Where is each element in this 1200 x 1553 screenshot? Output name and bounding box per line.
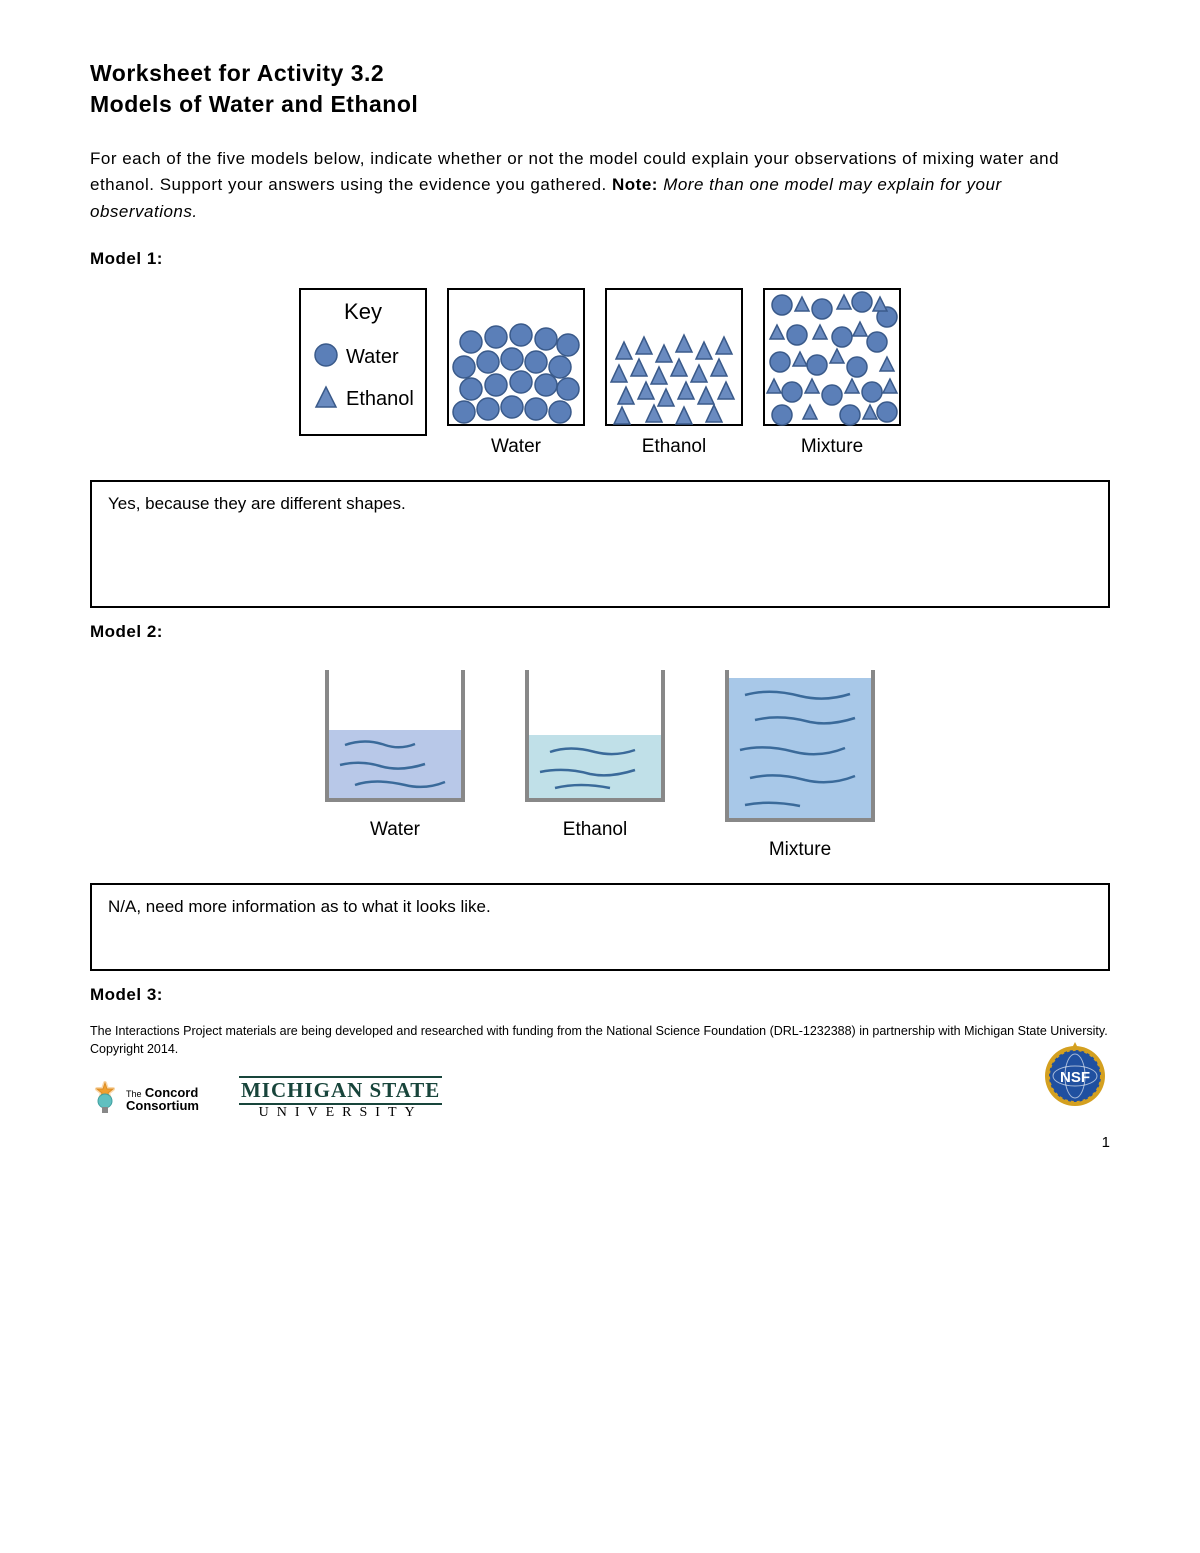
model-2-mixture-svg (715, 660, 885, 830)
nsf-logo: NSF (1040, 1041, 1110, 1116)
mixture-box-svg (762, 287, 902, 427)
model-2-ethanol-panel: Ethanol (515, 660, 675, 861)
model-1-label: Model 1: (90, 249, 1110, 269)
model-1-water-panel: Water (446, 287, 586, 458)
model-2-water-panel: Water (315, 660, 475, 861)
worksheet-title-line2: Models of Water and Ethanol (90, 91, 1110, 118)
instructions-paragraph: For each of the five models below, indic… (90, 146, 1110, 225)
model-2-mixture-caption: Mixture (715, 839, 885, 861)
key-box-svg: Key Water Ethanol (298, 287, 428, 437)
model-1-ethanol-caption: Ethanol (604, 436, 744, 458)
footer-credit: The Interactions Project materials are b… (90, 1023, 1110, 1058)
water-box-svg (446, 287, 586, 427)
model-1-key-panel: Key Water Ethanol (298, 287, 428, 458)
msu-line2: UNIVERSITY (239, 1105, 442, 1121)
model-3-label: Model 3: (90, 985, 1110, 1005)
nsf-seal-icon: NSF (1040, 1041, 1110, 1111)
model-1-mixture-panel: Mixture (762, 287, 902, 458)
model-2-water-caption: Water (315, 819, 475, 841)
model-1-water-caption: Water (446, 436, 586, 458)
model-1-answer-text: Yes, because they are different shapes. (108, 494, 406, 513)
key-ethanol-label: Ethanol (346, 388, 414, 410)
model-2-label: Model 2: (90, 622, 1110, 642)
concord-consortium-logo: The Concord Consortium (90, 1081, 199, 1117)
footer-logo-row: The Concord Consortium MICHIGAN STATE UN… (90, 1076, 1110, 1121)
worksheet-title-line1: Worksheet for Activity 3.2 (90, 60, 1110, 87)
ethanol-box-svg (604, 287, 744, 427)
key-title: Key (344, 299, 382, 324)
michigan-state-logo: MICHIGAN STATE UNIVERSITY (239, 1076, 442, 1121)
note-label: Note: (612, 175, 658, 194)
model-2-answer-box[interactable]: N/A, need more information as to what it… (90, 883, 1110, 971)
lightbulb-icon (90, 1081, 120, 1117)
model-2-mixture-panel: Mixture (715, 660, 885, 861)
page-number: 1 (1102, 1134, 1110, 1151)
model-2-ethanol-caption: Ethanol (515, 819, 675, 841)
concord-consortium: Consortium (126, 1099, 199, 1112)
model-1-diagram-row: Key Water Ethanol Water (90, 287, 1110, 458)
model-2-water-svg (315, 660, 475, 810)
model-2-ethanol-svg (515, 660, 675, 810)
model-2-answer-text: N/A, need more information as to what it… (108, 897, 491, 916)
msu-line1: MICHIGAN STATE (239, 1076, 442, 1105)
model-1-ethanol-panel: Ethanol (604, 287, 744, 458)
model-1-answer-box[interactable]: Yes, because they are different shapes. (90, 480, 1110, 608)
model-1-mixture-caption: Mixture (762, 436, 902, 458)
nsf-text: NSF (1060, 1069, 1090, 1086)
key-water-label: Water (346, 346, 399, 368)
model-2-diagram-row: Water Ethanol Mixture (90, 660, 1110, 861)
